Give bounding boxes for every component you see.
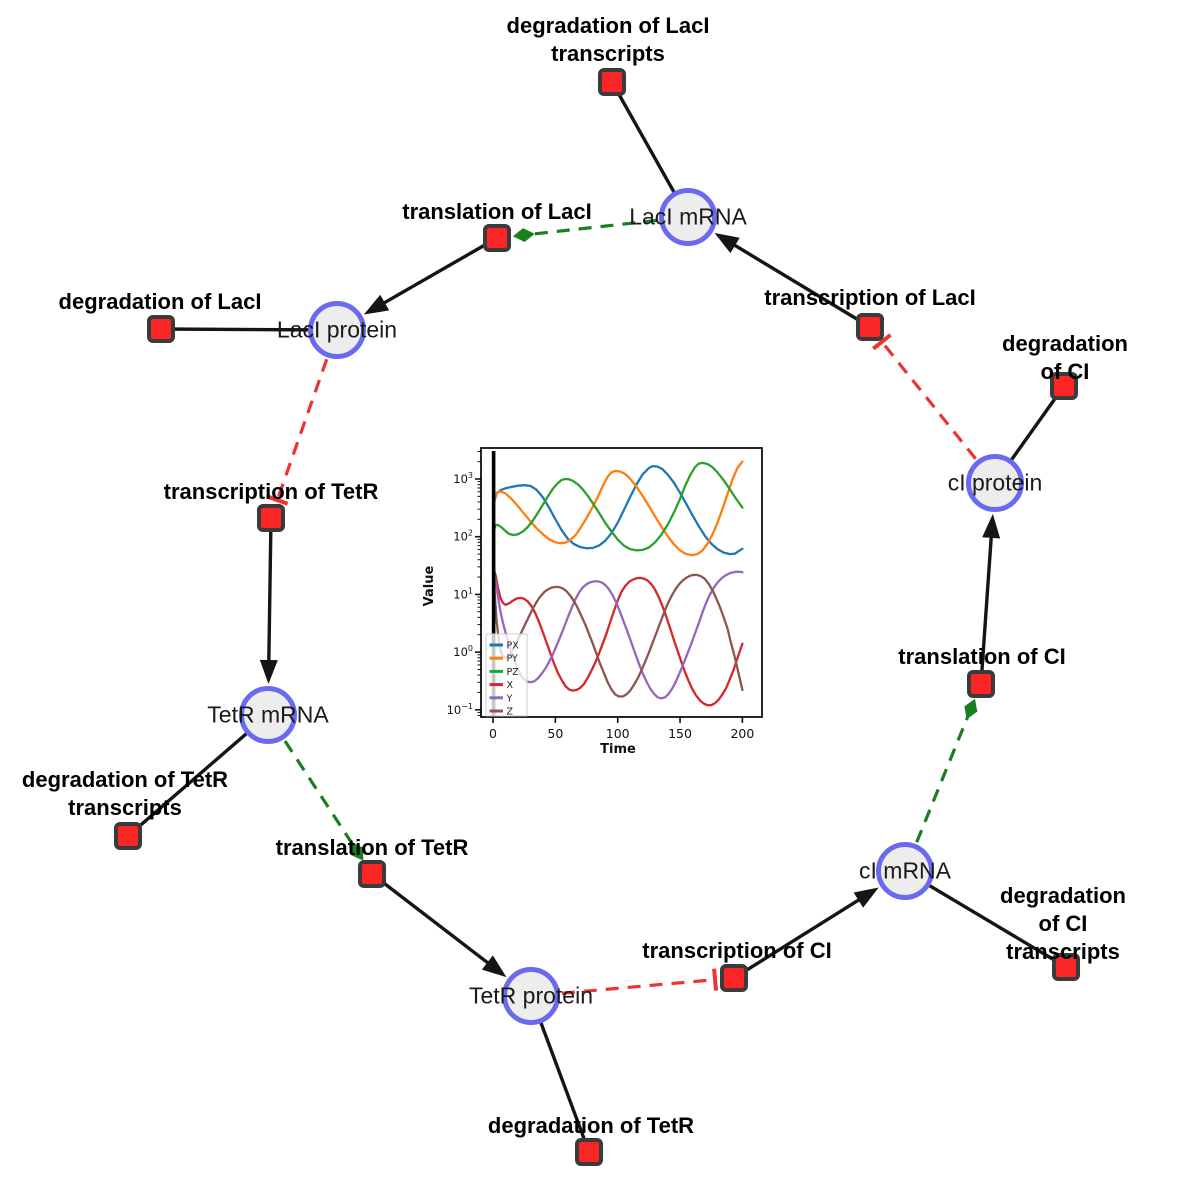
reaction-node-deg_laci[interactable] [147, 315, 175, 343]
series-line-PZ [491, 461, 744, 552]
y-tick-label: 10−1 [447, 702, 473, 717]
edge-inhibitor-laci_protein-tx_tetr [276, 358, 329, 498]
edge-product-tx_tetr-tetr_mrna [266, 517, 273, 673]
y-tick-label: 101 [453, 586, 473, 601]
x-tick-label: 200 [730, 726, 754, 741]
legend-label-PZ: PZ [507, 667, 520, 678]
edge-inhibitor-laci_protein-tx_tetr-tbar [266, 494, 289, 506]
y-tick-label: 100 [453, 644, 473, 659]
edge-product-tl_laci-laci_protein-arrowhead [363, 294, 390, 315]
edge-product-tx_laci-laci_mrna-arrowhead [714, 233, 740, 254]
species-node-tetr_protein[interactable] [502, 967, 560, 1025]
x-tick-label: 150 [668, 726, 692, 741]
reaction-node-deg_laci_tx[interactable] [598, 68, 626, 96]
chart-legend-box [485, 633, 528, 717]
species-node-ci_mrna[interactable] [876, 842, 934, 900]
chart-x-axis-label: Time [600, 742, 636, 757]
edge-modifier-laci_mrna-tl_laci [530, 218, 658, 236]
edge-reactant-ci_mrna-deg_ci_tx [904, 869, 1067, 969]
legend-label-Y: Y [506, 693, 513, 704]
time-series-inset: 0 50 100 150 200 10−1 100 101 102 103 PX PY PZ XYZ [447, 447, 763, 741]
y-tick-label: 103 [453, 471, 473, 486]
edge-modifier-ci_mrna-tl_ci [915, 714, 970, 843]
legend-label-Z: Z [507, 707, 514, 718]
reaction-node-tl_ci[interactable] [967, 670, 995, 698]
x-tick-label: 50 [547, 726, 563, 741]
reaction-node-tx_tetr[interactable] [257, 504, 285, 532]
species-node-laci_protein[interactable] [308, 301, 366, 359]
reaction-node-tx_ci[interactable] [720, 964, 748, 992]
series-line-X [491, 566, 744, 707]
y-tick-label: 102 [453, 529, 473, 544]
edge-product-tl_ci-ci_protein [979, 525, 994, 685]
edge-product-tx_tetr-tetr_mrna-arrowhead [259, 659, 278, 685]
edge-inhibitor-tetr_protein-tx_ci-tbar [712, 968, 719, 991]
edge-inhibitor-tetr_protein-tx_ci [561, 978, 713, 995]
chart-y-axis-label: Value [422, 565, 437, 606]
edge-product-tl_tetr-tetr_protein-arrowhead [481, 955, 507, 978]
edge-modifier-ci_mrna-tl_ci-diamond [964, 698, 978, 720]
edge-reactant-tetr_mrna-deg_tetr_tx [126, 713, 270, 838]
edge-modifier-laci_mrna-tl_laci-diamond [512, 228, 535, 243]
chart-border [480, 447, 763, 718]
chart-plot-area [481, 448, 762, 717]
edge-inhibitor-ci_protein-tx_laci [882, 343, 977, 460]
edge-product-tl_ci-ci_protein-arrowhead [982, 513, 1001, 539]
legend-label-PY: PY [507, 654, 519, 665]
legend-label-X: X [507, 680, 514, 691]
reaction-node-deg_ci_tx[interactable] [1052, 953, 1080, 981]
edge-product-tl_tetr-tetr_protein [370, 872, 498, 972]
species-node-laci_mrna[interactable] [659, 188, 717, 246]
reaction-node-tx_laci[interactable] [856, 313, 884, 341]
edge-modifier-tetr_mrna-tl_tetr [283, 740, 355, 847]
edge-product-tx_laci-laci_mrna [723, 237, 871, 329]
x-tick-label: 0 [489, 726, 497, 741]
species-node-ci_protein[interactable] [966, 454, 1024, 512]
edge-inhibitor-ci_protein-tx_laci-tbar [872, 333, 892, 351]
reaction-node-tl_tetr[interactable] [358, 860, 386, 888]
series-line-PX [491, 464, 744, 556]
reaction-node-deg_tetr[interactable] [575, 1138, 603, 1166]
edge-product-tl_laci-laci_protein [373, 236, 498, 311]
species-node-tetr_mrna[interactable] [239, 686, 297, 744]
edge-reactant-laci_protein-deg_laci [160, 327, 338, 332]
reaction-node-tl_laci[interactable] [483, 224, 511, 252]
legend-label-PX: PX [507, 641, 520, 652]
reaction-node-deg_ci[interactable] [1050, 372, 1078, 400]
edge-product-tx_ci-ci_mrna [733, 892, 870, 980]
series-line-PY [491, 460, 744, 557]
x-tick-label: 100 [606, 726, 630, 741]
edge-product-tx_ci-ci_mrna-arrowhead [853, 887, 879, 908]
reaction-node-deg_tetr_tx[interactable] [114, 822, 142, 850]
edge-modifier-tetr_mrna-tl_tetr-diamond [351, 842, 364, 861]
